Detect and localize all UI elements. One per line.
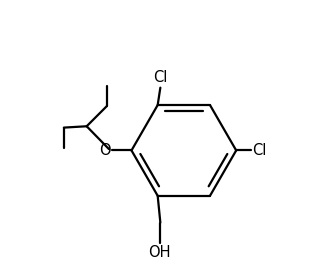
Text: Cl: Cl bbox=[252, 143, 267, 158]
Text: O: O bbox=[99, 143, 111, 158]
Text: Cl: Cl bbox=[153, 70, 168, 85]
Text: OH: OH bbox=[148, 246, 170, 260]
